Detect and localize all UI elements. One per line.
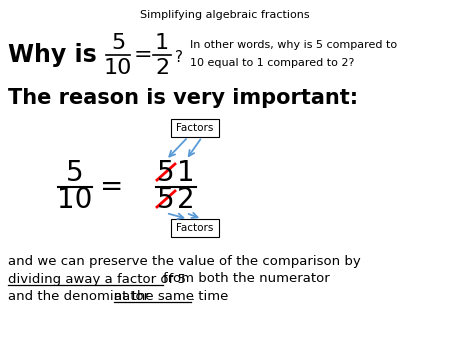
Text: at the same time: at the same time: [114, 290, 228, 303]
Text: In other words, why is 5 compared to: In other words, why is 5 compared to: [190, 40, 397, 50]
Text: dividing away a factor of 5: dividing away a factor of 5: [8, 272, 190, 286]
Text: 1: 1: [155, 33, 169, 53]
Text: 2: 2: [155, 58, 169, 78]
Text: and the denominator: and the denominator: [8, 290, 153, 303]
Text: The reason is very important:: The reason is very important:: [8, 88, 358, 108]
Text: Why is: Why is: [8, 43, 97, 67]
Text: Factors: Factors: [176, 123, 214, 133]
Text: Simplifying algebraic fractions: Simplifying algebraic fractions: [140, 10, 310, 20]
Text: =: =: [100, 173, 124, 201]
Text: 5: 5: [157, 159, 175, 187]
Text: ?: ?: [175, 50, 183, 66]
Text: 10: 10: [57, 186, 93, 214]
Text: .: .: [191, 290, 195, 303]
Text: 5: 5: [66, 159, 84, 187]
Text: 10: 10: [104, 58, 132, 78]
FancyBboxPatch shape: [171, 119, 219, 137]
Text: 5: 5: [111, 33, 125, 53]
FancyBboxPatch shape: [171, 219, 219, 237]
Text: 5: 5: [157, 186, 175, 214]
Text: 1: 1: [177, 159, 195, 187]
Text: from both the numerator: from both the numerator: [163, 272, 330, 286]
Text: and we can preserve the value of the comparison by: and we can preserve the value of the com…: [8, 256, 361, 268]
Text: 10 equal to 1 compared to 2?: 10 equal to 1 compared to 2?: [190, 58, 355, 68]
Text: =: =: [134, 45, 152, 65]
Text: 2: 2: [177, 186, 195, 214]
Text: Factors: Factors: [176, 223, 214, 233]
